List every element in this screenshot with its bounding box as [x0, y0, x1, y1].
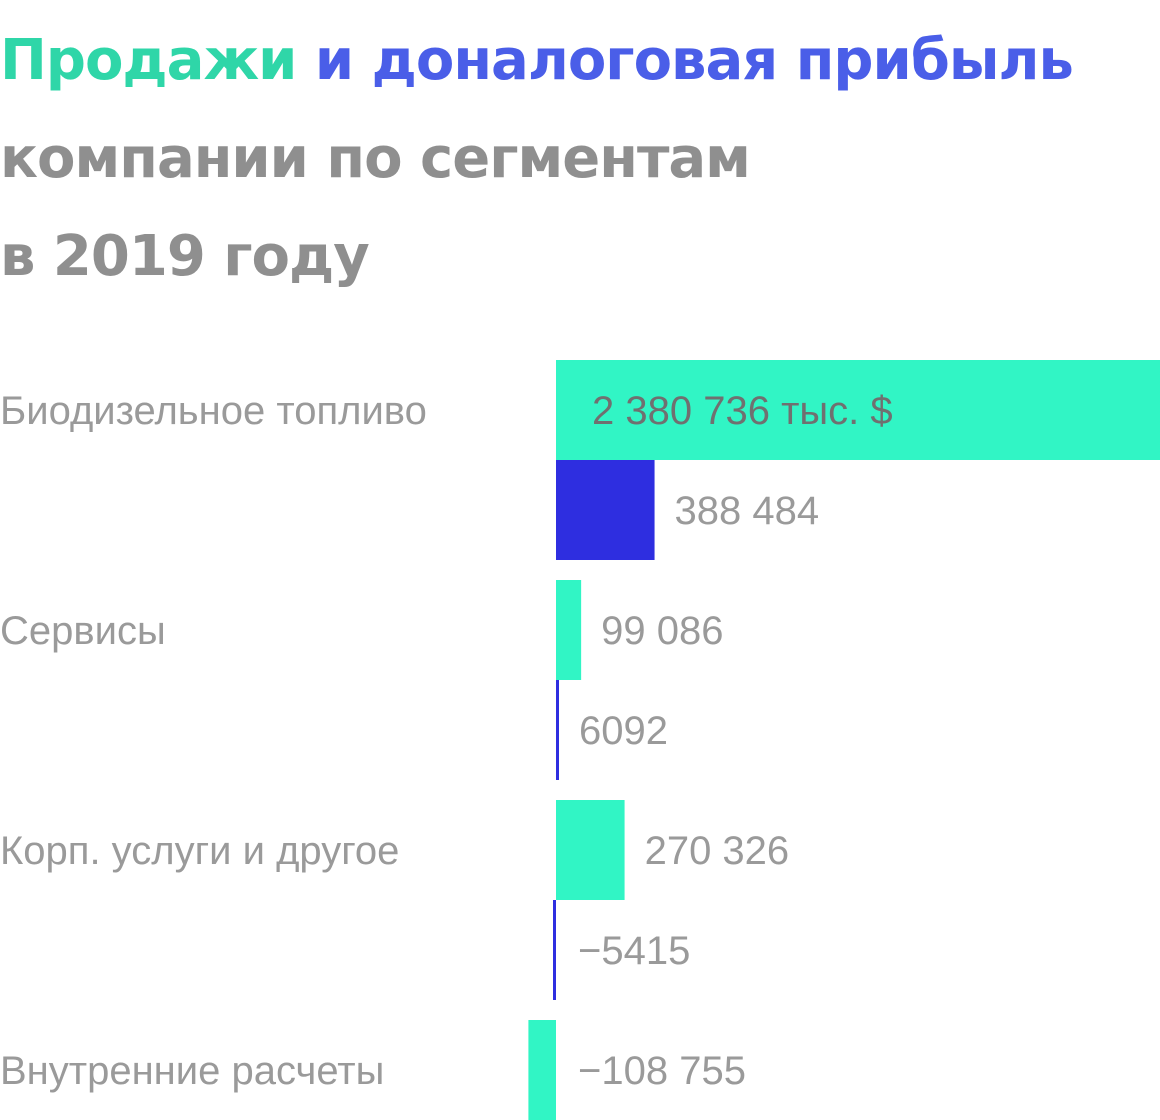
- sales-bar: [528, 1020, 556, 1120]
- sales-value-label: −108 755: [578, 1049, 746, 1093]
- category-label: Внутренние расчеты: [0, 1049, 384, 1093]
- sales-value-label: 270 326: [645, 829, 790, 873]
- sales-bar: [556, 800, 625, 900]
- category-label: Сервисы: [0, 609, 166, 653]
- title-profit-phrase: и доналоговая прибыль: [314, 28, 1074, 93]
- profit-bar: [556, 680, 559, 780]
- sales-bar: [556, 360, 1160, 460]
- category-label: Биодизельное топливо: [0, 389, 427, 433]
- sales-value-label: 2 380 736 тыс. $: [592, 389, 893, 433]
- profit-value-label: 6092: [579, 709, 668, 753]
- sales-value-label: 99 086: [601, 609, 723, 653]
- title-sales-word: Продажи: [0, 28, 297, 93]
- profit-bar: [553, 900, 556, 1000]
- sales-bar: [556, 580, 582, 680]
- category-label: Корп. услуги и другое: [0, 829, 399, 873]
- profit-value-label: 388 484: [675, 489, 820, 533]
- profit-bar: [556, 460, 655, 560]
- chart-title: Продажи и доналоговая прибыль компании по…: [0, 12, 1160, 306]
- title-line-3: в 2019 году: [0, 224, 370, 289]
- title-line-2: компании по сегментам: [0, 126, 751, 191]
- profit-value-label: −5415: [578, 929, 690, 973]
